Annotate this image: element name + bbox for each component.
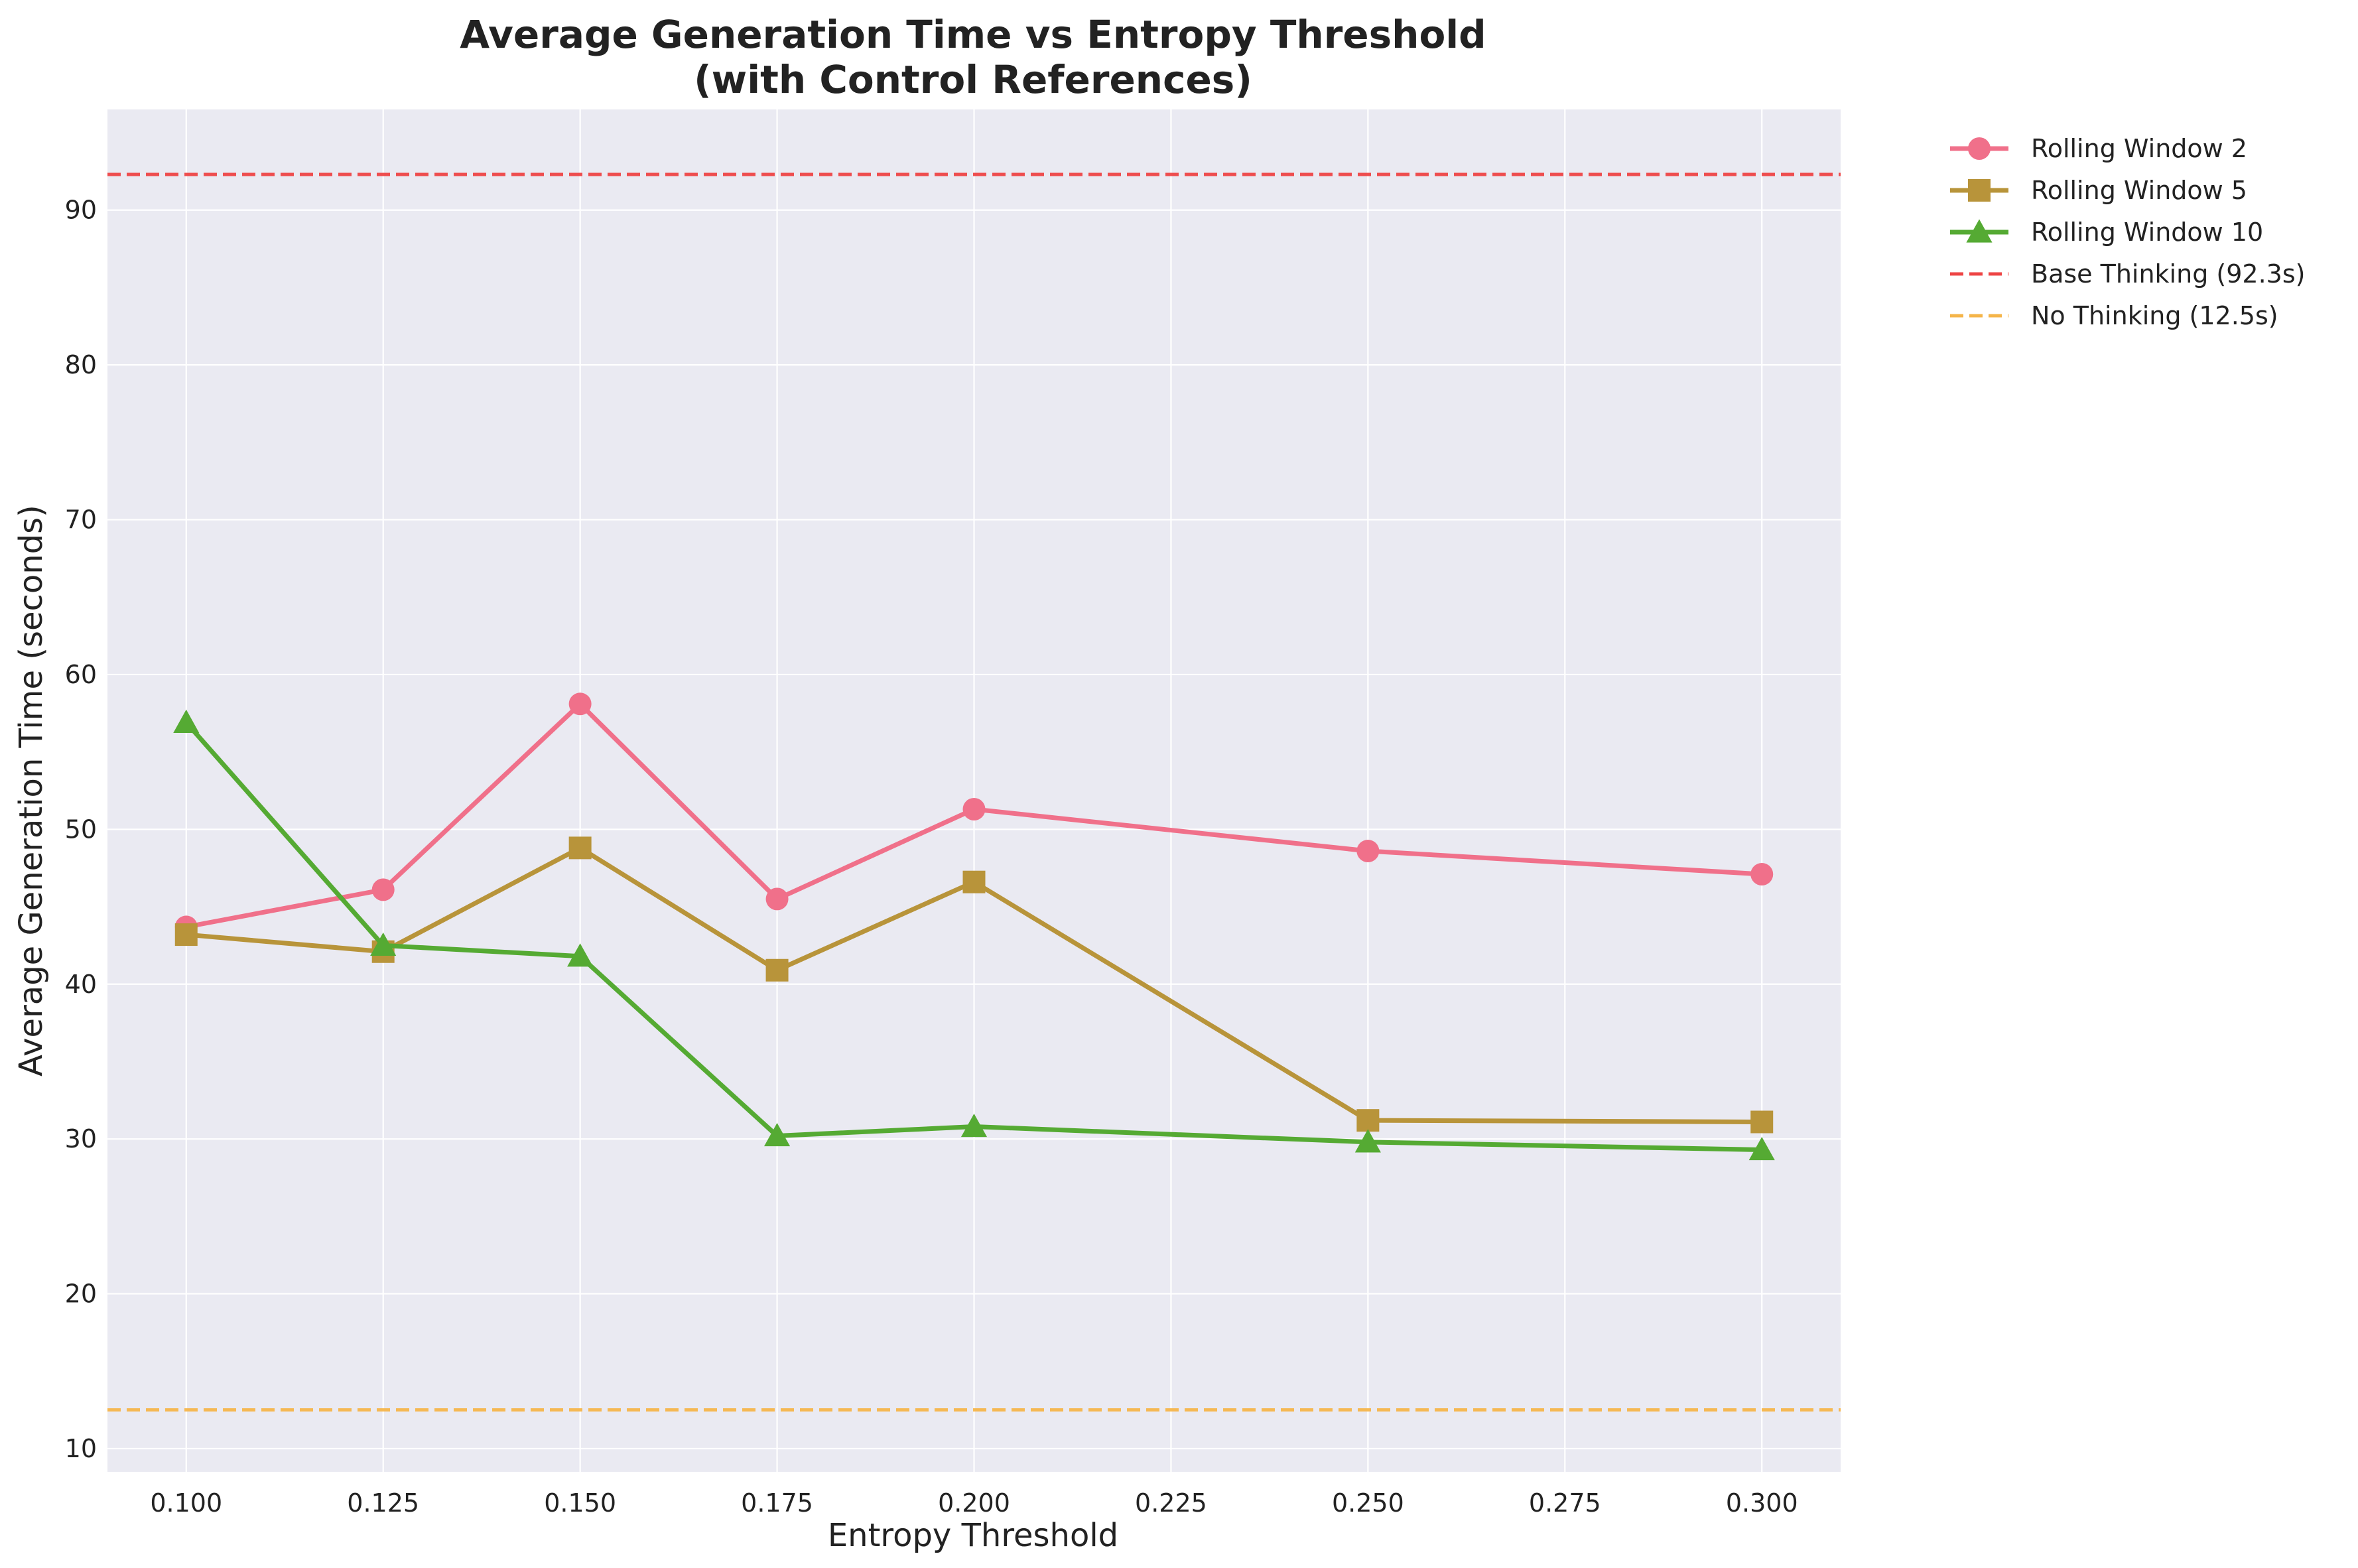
- data-point: [1356, 840, 1380, 863]
- x-tick-label: 0.125: [347, 1488, 419, 1518]
- legend-label: Rolling Window 2: [2031, 134, 2247, 163]
- y-tick-label: 60: [65, 660, 97, 689]
- x-axis-ticks: 0.100 0.125 0.150 0.175 0.200 0.225 0.250 0.275…: [150, 1488, 1798, 1518]
- data-point: [568, 836, 592, 860]
- legend-marker: [1966, 219, 1993, 243]
- data-point: [962, 798, 986, 821]
- series-1: [174, 692, 1774, 939]
- y-tick-label: 30: [65, 1124, 97, 1153]
- x-tick-label: 0.100: [150, 1488, 222, 1518]
- reference-lines: [107, 172, 1841, 1412]
- data-point: [764, 1122, 791, 1147]
- legend-marker: [1968, 179, 1991, 202]
- legend-marker: [1968, 137, 1991, 160]
- y-tick-label: 90: [65, 196, 97, 225]
- data-point: [1748, 1136, 1775, 1161]
- data-point: [174, 923, 198, 947]
- x-tick-label: 0.250: [1332, 1488, 1404, 1518]
- y-tick-label: 40: [65, 970, 97, 999]
- x-tick-label: 0.150: [544, 1488, 616, 1518]
- legend-label: Rolling Window 10: [2031, 218, 2263, 247]
- chart-title: Average Generation Time vs Entropy Thres…: [460, 12, 1486, 102]
- y-axis-ticks: 10 20 30 40 50 60 70 80 90: [65, 196, 97, 1463]
- legend-entry-3: Rolling Window 10: [1950, 218, 2263, 247]
- data-point: [1356, 1109, 1380, 1132]
- data-point: [370, 932, 397, 956]
- y-tick-label: 20: [65, 1279, 97, 1309]
- legend-entry-5: No Thinking (12.5s): [1950, 301, 2278, 330]
- data-point: [962, 870, 986, 893]
- y-tick-label: 10: [65, 1434, 97, 1463]
- legend-label: Base Thinking (92.3s): [2031, 259, 2305, 289]
- legend-entry-4: Base Thinking (92.3s): [1950, 259, 2305, 289]
- x-tick-label: 0.225: [1135, 1488, 1207, 1518]
- data-point: [765, 887, 789, 911]
- series-3: [173, 709, 1775, 1161]
- y-tick-label: 70: [65, 505, 97, 535]
- x-axis-label: Entropy Threshold: [828, 1517, 1118, 1554]
- y-tick-label: 50: [65, 815, 97, 844]
- legend-entry-2: Rolling Window 5: [1950, 176, 2247, 205]
- legend-label: No Thinking (12.5s): [2031, 301, 2278, 330]
- data-point: [371, 878, 395, 901]
- x-tick-label: 0.300: [1726, 1488, 1798, 1518]
- grid-lines: [107, 109, 1841, 1472]
- data-point: [765, 958, 789, 982]
- x-tick-label: 0.200: [938, 1488, 1010, 1518]
- data-point: [1750, 863, 1774, 886]
- data-point: [567, 943, 594, 967]
- y-axis-label: Average Generation Time (seconds): [13, 505, 50, 1077]
- data-point: [1354, 1129, 1381, 1153]
- data-point: [568, 692, 592, 716]
- chart-title-line1: Average Generation Time vs Entropy Thres…: [460, 12, 1486, 57]
- data-series: [173, 692, 1775, 1161]
- data-point: [1750, 1110, 1774, 1134]
- data-point: [960, 1113, 988, 1138]
- y-tick-label: 80: [65, 350, 97, 379]
- legend-label: Rolling Window 5: [2031, 176, 2247, 205]
- legend: Rolling Window 2 Rolling Window 5 Rolling …: [1950, 134, 2305, 330]
- x-tick-label: 0.275: [1529, 1488, 1601, 1518]
- data-point: [173, 709, 200, 733]
- chart-subtitle: (with Control References): [694, 57, 1252, 102]
- x-tick-label: 0.175: [741, 1488, 813, 1518]
- legend-entry-1: Rolling Window 2: [1950, 134, 2247, 163]
